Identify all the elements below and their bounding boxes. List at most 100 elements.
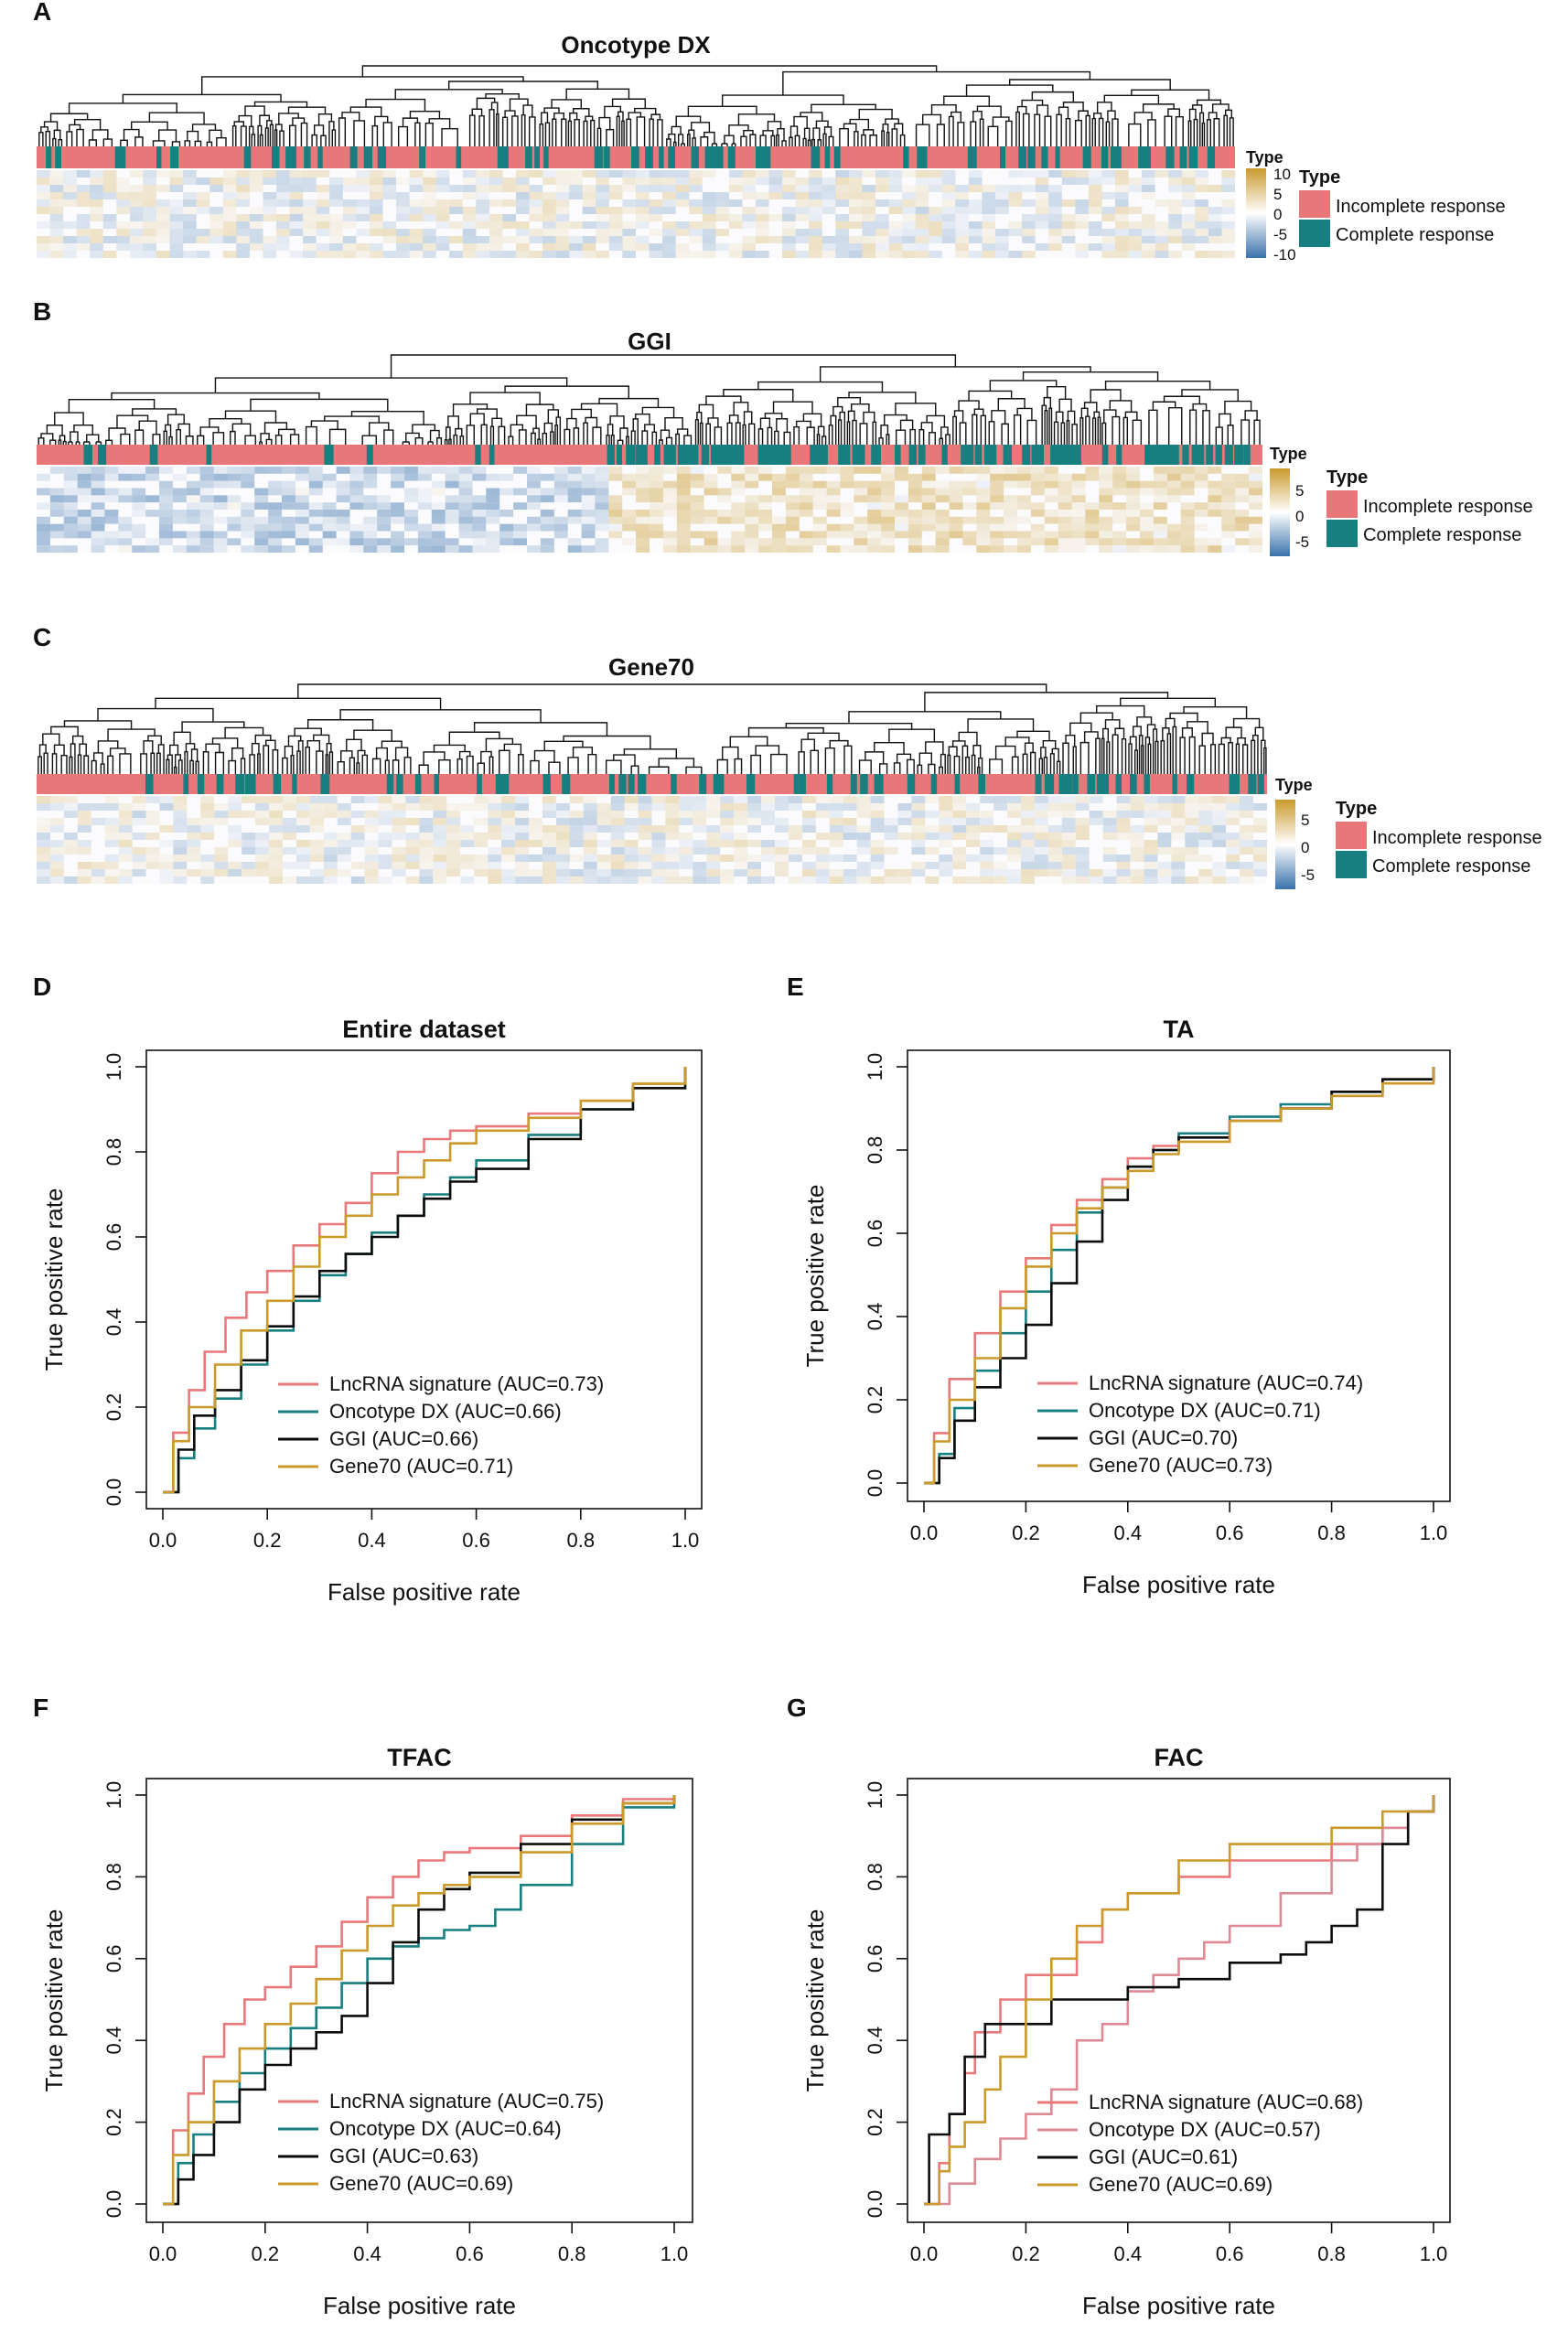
heatmap-cell: [761, 840, 775, 847]
legend-title: Type: [1336, 799, 1377, 819]
heatmap-cell: [1007, 825, 1021, 833]
heatmap-cell: [911, 862, 926, 869]
heatmap-cell: [132, 803, 146, 811]
heatmap-cell: [458, 510, 473, 517]
heatmap-cell: [76, 221, 91, 229]
heatmap-cell: [145, 510, 159, 517]
type-bar-complete-sample: [635, 445, 641, 465]
heatmap-cell: [476, 221, 489, 229]
heatmap-cell: [49, 545, 64, 553]
heatmap-cell: [449, 207, 463, 214]
y-tick-label: 0.4: [102, 1308, 125, 1337]
y-tick-label: 0.2: [864, 1386, 886, 1414]
heatmap-cell: [1171, 803, 1186, 811]
heatmap-cell: [649, 177, 663, 185]
heatmap-cell: [1171, 862, 1186, 869]
heatmap-cell: [116, 243, 130, 251]
heatmap-cell: [1115, 207, 1129, 214]
heatmap-cell: [276, 192, 290, 199]
heatmap-cell: [1085, 473, 1100, 481]
type-annotation-bar: [37, 774, 1267, 794]
heatmap-cell: [423, 251, 436, 258]
heatmap-cell: [209, 185, 223, 192]
heatmap-cell: [768, 185, 783, 192]
heatmap-cell: [952, 811, 967, 818]
heatmap-cell: [76, 214, 91, 221]
heatmap-cell: [596, 825, 611, 833]
heatmap-cell: [391, 538, 404, 546]
heatmap-cell: [935, 510, 950, 517]
type-bar-complete-sample: [1206, 445, 1214, 465]
heatmap-cell: [929, 229, 942, 236]
heatmap-cell: [1099, 495, 1113, 503]
heatmap-cell: [1140, 480, 1154, 489]
heatmap-cell: [249, 177, 263, 185]
type-bar-complete-sample: [814, 445, 821, 465]
heatmap-cell: [289, 251, 304, 258]
heatmap-cell: [63, 488, 78, 496]
heatmap-cell: [1035, 185, 1049, 192]
heatmap-cell: [382, 192, 396, 199]
heatmap-cell: [132, 473, 146, 481]
heatmap-cell: [622, 480, 637, 489]
heatmap-cell: [63, 480, 78, 489]
heatmap-cell: [255, 833, 269, 840]
heatmap-cell: [881, 502, 895, 510]
heatmap-cell: [982, 199, 995, 207]
type-bar-complete-sample: [1207, 146, 1215, 168]
x-tick-label: 0.6: [1216, 1521, 1244, 1544]
heatmap-cell: [209, 207, 223, 214]
type-bar-complete-sample: [562, 774, 571, 794]
heatmap-cell: [622, 229, 636, 236]
heatmap-cell: [772, 488, 786, 496]
heatmap-cell: [37, 502, 50, 510]
type-legend: Type Incomplete response Complete respon…: [1326, 468, 1533, 547]
heatmap-cell: [788, 833, 802, 840]
heatmap-cell: [1030, 538, 1045, 546]
heatmap-cell: [458, 531, 473, 539]
heatmap-cell: [1249, 473, 1262, 481]
heatmap-cell: [350, 840, 365, 847]
heatmap-cell: [596, 177, 609, 185]
heatmap-cell: [1226, 862, 1240, 869]
heatmap-cell: [622, 207, 636, 214]
heatmap-cell: [409, 229, 424, 236]
heatmap-cell: [1075, 170, 1089, 177]
heatmap-cell: [276, 221, 290, 229]
heatmap-cell: [995, 185, 1009, 192]
heatmap-cell: [1044, 467, 1058, 474]
heatmap-cell: [662, 488, 677, 496]
heatmap-cell: [391, 510, 404, 517]
heatmap-cell: [396, 199, 410, 207]
heatmap-cell: [199, 516, 214, 524]
heatmap-cell: [690, 495, 704, 503]
heatmap-cell: [295, 488, 309, 496]
heatmap-cell: [472, 473, 487, 481]
heatmap-cell: [255, 811, 269, 818]
heatmap-cell: [679, 796, 693, 803]
heatmap-cell: [254, 488, 269, 496]
heatmap-cell: [966, 855, 981, 862]
heatmap-cell: [1144, 818, 1158, 825]
heatmap-cell: [169, 251, 184, 258]
heatmap-cell: [1157, 796, 1172, 803]
type-bar-complete-sample: [663, 445, 673, 465]
y-tick-label: 0.8: [864, 1136, 886, 1165]
heatmap-cell: [1142, 229, 1155, 236]
heatmap-cell: [1115, 177, 1129, 185]
y-tick-label: 0.0: [864, 1469, 886, 1498]
type-bar-complete-sample: [1111, 146, 1116, 168]
heatmap-cell: [435, 243, 450, 251]
heatmap-cell: [622, 523, 637, 532]
heatmap-cell: [183, 236, 197, 243]
heatmap-cell: [91, 538, 105, 546]
heatmap-cell: [37, 185, 50, 192]
type-bar-complete-sample: [659, 146, 664, 168]
heatmap-cell: [63, 876, 78, 884]
heatmap-cell: [236, 185, 250, 192]
heatmap-cell: [236, 229, 250, 236]
heatmap-cell: [249, 170, 263, 177]
type-bar-complete-sample: [874, 774, 884, 794]
heatmap-cell: [529, 192, 543, 199]
heatmap-cell: [1168, 170, 1182, 177]
